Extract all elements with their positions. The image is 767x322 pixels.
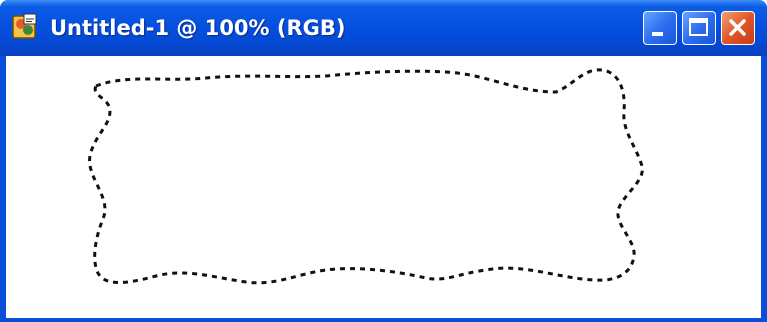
window-bottom-border — [0, 318, 767, 322]
maximize-button[interactable] — [682, 11, 716, 45]
canvas-area[interactable] — [6, 56, 761, 318]
photoshop-document-icon[interactable] — [10, 12, 40, 42]
minimize-button[interactable] — [643, 11, 677, 45]
close-button[interactable] — [721, 11, 755, 45]
maximize-icon — [689, 18, 708, 36]
marquee-selection[interactable] — [6, 56, 761, 318]
title-bar[interactable]: Untitled-1 @ 100% (RGB) — [0, 0, 767, 56]
minimize-icon — [652, 32, 663, 36]
window-title: Untitled-1 @ 100% (RGB) — [50, 16, 346, 40]
close-icon — [729, 19, 746, 36]
